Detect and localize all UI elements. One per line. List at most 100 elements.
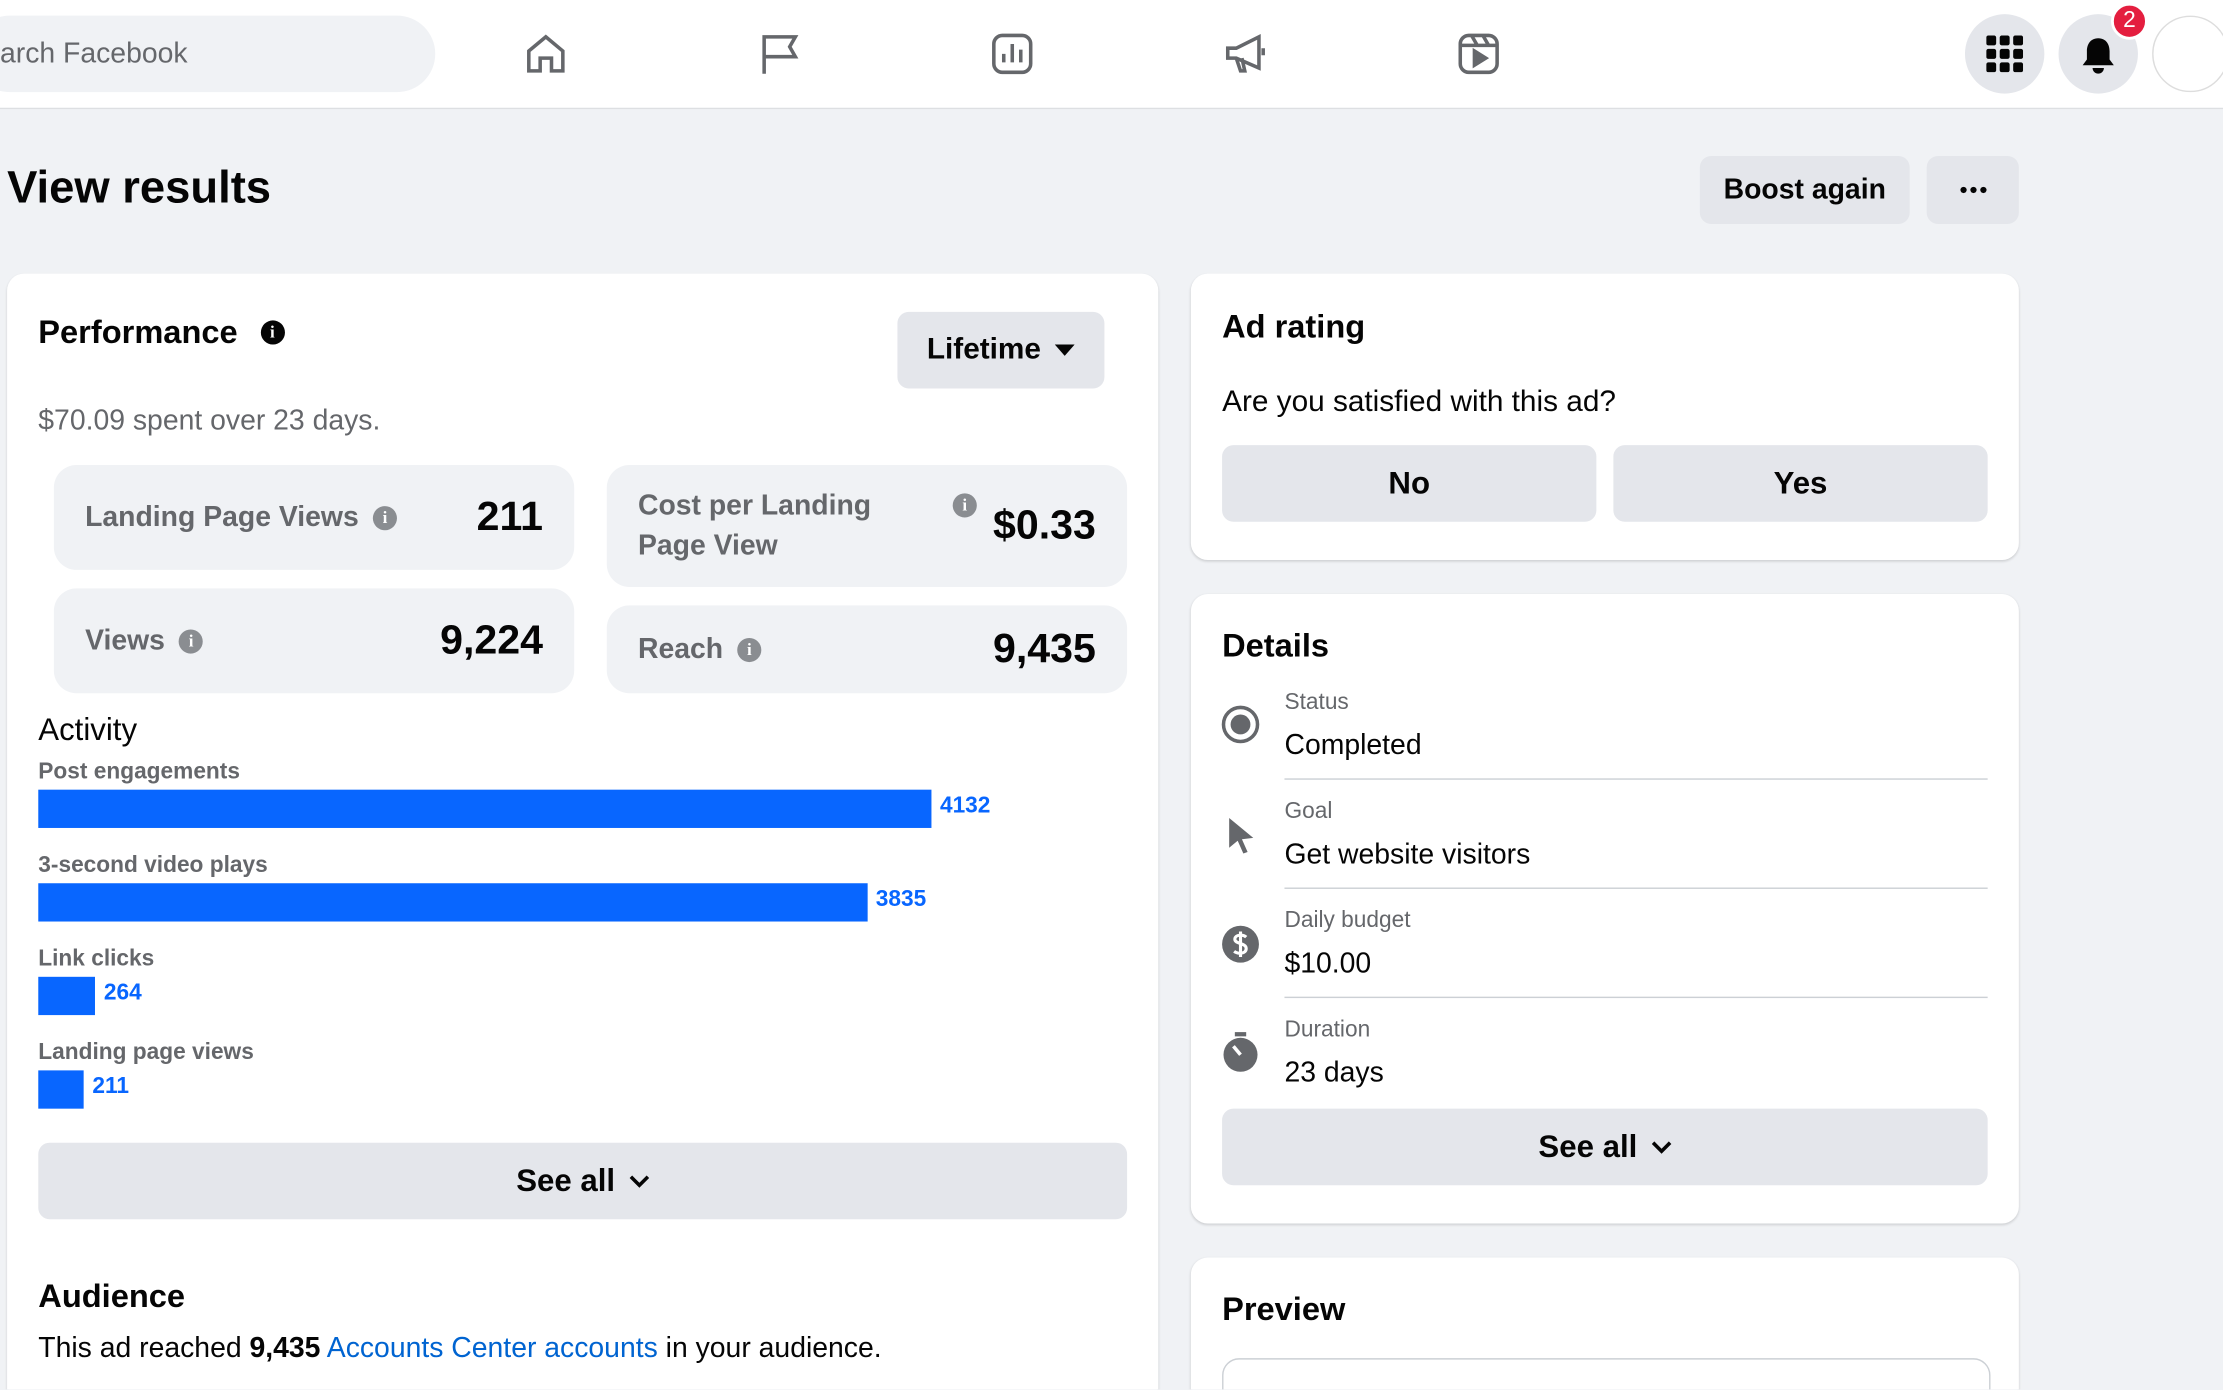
chevron-icon <box>629 1174 649 1188</box>
info-icon[interactable]: i <box>737 637 762 662</box>
audience-text: This ad reached 9,435 Accounts Center ac… <box>38 1333 881 1366</box>
preview-box <box>1222 1358 1991 1390</box>
menu-button[interactable] <box>1964 14 2045 94</box>
metric-value: 211 <box>476 494 543 540</box>
metric-label: Landing Page Views <box>85 501 359 533</box>
activity-label: 3-second video plays <box>38 853 268 878</box>
more-button[interactable] <box>1926 155 2019 225</box>
notification-badge: 2 <box>2111 2 2148 40</box>
activity-bar <box>38 1070 84 1109</box>
ads-icon[interactable] <box>1224 31 1269 76</box>
duration-icon <box>1223 1032 1258 1072</box>
metric-value: 9,435 <box>993 625 1096 672</box>
spend-summary: $70.09 spent over 23 days. <box>38 405 381 437</box>
activity-value: 264 <box>103 981 142 1006</box>
activity-bar <box>38 789 932 828</box>
top-bar: arch Facebook 2 <box>0 0 2223 110</box>
accounts-link[interactable]: Accounts Center accounts <box>326 1332 658 1364</box>
chevron-icon <box>1651 1140 1672 1153</box>
divider <box>1284 996 1988 999</box>
info-icon[interactable]: i <box>372 505 398 530</box>
metric-label: Views <box>85 624 165 656</box>
more-icon <box>1959 186 1986 194</box>
no-button[interactable]: No <box>1222 445 1597 522</box>
activity-label: Landing page views <box>38 1040 254 1065</box>
dropdown-label: Lifetime <box>926 333 1041 366</box>
detail-value: 23 days <box>1284 1057 1384 1089</box>
avatar[interactable] <box>2152 15 2223 93</box>
metric-tile: Landing Page Views i 211 <box>53 465 575 570</box>
home-icon[interactable] <box>523 31 568 76</box>
metric-label-group: Landing Page Views i <box>85 501 398 534</box>
metric-label: Cost per Landing Page View <box>637 490 872 562</box>
info-icon[interactable]: i <box>260 320 285 345</box>
reels-icon[interactable] <box>1456 31 1501 76</box>
search-placeholder: arch Facebook <box>0 37 188 69</box>
period-dropdown[interactable]: Lifetime <box>897 311 1105 389</box>
info-icon[interactable]: i <box>952 493 977 518</box>
detail-value: Completed <box>1284 730 1422 762</box>
pages-icon[interactable] <box>757 31 802 76</box>
detail-label: Duration <box>1284 1017 1371 1043</box>
metric-label-group: Reach i <box>637 633 762 666</box>
button-label: Boost again <box>1723 173 1886 205</box>
activity-value: 3835 <box>875 887 927 912</box>
metric-value: 9,224 <box>440 617 543 663</box>
boost-again-button[interactable]: Boost again <box>1699 155 1910 225</box>
button-label: No <box>1388 465 1431 501</box>
see-all-button[interactable]: See all <box>38 1142 1128 1220</box>
activity-chart: Post engagements 4132 3-second video plays… <box>38 760 1144 1133</box>
yes-button[interactable]: Yes <box>1613 445 1988 522</box>
goal-icon <box>1229 818 1254 854</box>
info-icon[interactable]: i <box>179 628 204 653</box>
bell-icon <box>2082 38 2114 74</box>
metric-tile: Reach i 9,435 <box>606 605 1128 694</box>
metric-value: $0.33 <box>993 502 1096 548</box>
divider <box>1284 887 1988 889</box>
performance-card: Performance i Lifetime $70.09 spent over… <box>7 273 1159 1390</box>
details-card: Details Status Completed Goal Get websit… <box>1190 594 2019 1224</box>
detail-label: Daily budget <box>1284 908 1411 933</box>
text: This ad reached <box>38 1332 242 1364</box>
divider <box>1284 778 1988 780</box>
activity-label: Link clicks <box>38 947 155 972</box>
activity-bar <box>38 883 868 922</box>
card-title: Ad rating <box>1222 307 1366 345</box>
metric-tile: Cost per Landing Page View i $0.33 <box>606 465 1128 587</box>
activity-value: 211 <box>92 1074 129 1099</box>
button-label: Yes <box>1773 465 1828 501</box>
button-label: See all <box>1538 1128 1638 1164</box>
see-all-button[interactable]: See all <box>1222 1108 1988 1186</box>
card-title: Details <box>1222 626 1330 664</box>
status-icon <box>1221 705 1260 744</box>
performance-header: Performance i <box>38 313 285 351</box>
insights-icon[interactable] <box>990 31 1035 76</box>
grid-icon <box>1986 35 2024 73</box>
detail-value: $10.00 <box>1284 948 1372 980</box>
card-title: Performance <box>38 313 238 351</box>
rating-question: Are you satisfied with this ad? <box>1222 385 1616 419</box>
search-box[interactable]: arch Facebook <box>0 15 436 93</box>
activity-title: Activity <box>38 711 138 748</box>
metric-label: Reach <box>637 633 724 665</box>
caret-icon <box>1055 344 1075 356</box>
activity-bar <box>38 976 96 1016</box>
detail-value: Get website visitors <box>1284 839 1531 871</box>
activity-value: 4132 <box>939 793 991 819</box>
reach-value: 9,435 <box>249 1332 321 1364</box>
metric-label-group: Views i <box>85 624 204 658</box>
activity-label: Post engagements <box>38 759 240 785</box>
button-label: See all <box>516 1162 616 1198</box>
detail-label: Status <box>1284 690 1349 715</box>
card-title: Preview <box>1222 1290 1346 1327</box>
ad-rating-card: Ad rating Are you satisfied with this ad… <box>1190 273 2019 561</box>
budget-icon <box>1222 925 1259 963</box>
metric-tile: Views i 9,224 <box>53 588 575 694</box>
metric-label-group: Cost per Landing Page View i <box>638 486 977 565</box>
audience-title: Audience <box>38 1277 186 1315</box>
page-title: View results <box>7 161 272 213</box>
text: in your audience. <box>665 1332 882 1364</box>
preview-card: Preview <box>1190 1257 2019 1390</box>
